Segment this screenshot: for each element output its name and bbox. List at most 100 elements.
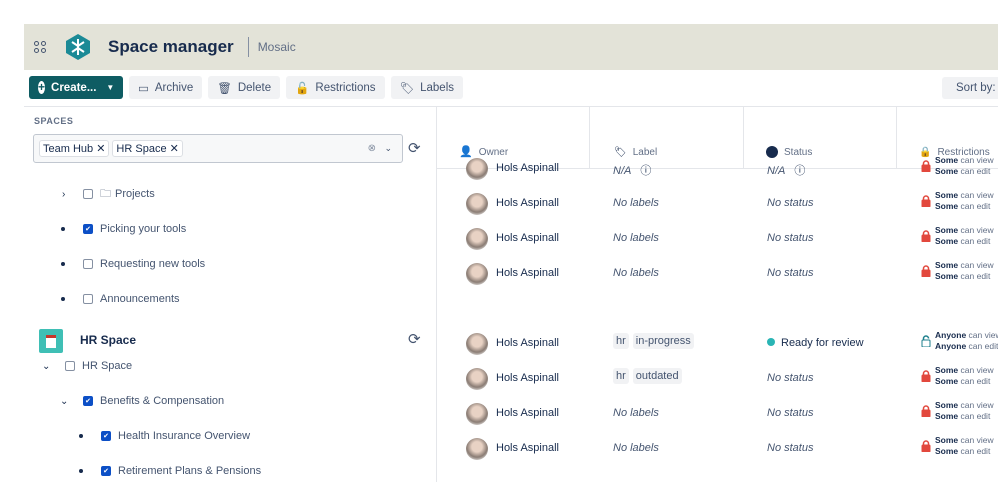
status-text: No status [767, 267, 814, 279]
label-tag[interactable]: hr [613, 368, 629, 384]
checkbox[interactable] [83, 259, 93, 269]
status-icon [766, 146, 778, 158]
app-header: Space manager Mosaic [24, 24, 998, 70]
restrictions-button[interactable]: 🔓 Restrictions [286, 76, 385, 99]
label-tag[interactable]: hr [613, 333, 629, 349]
table-row[interactable]: Hols Aspinall No labels No status Some can … [437, 397, 998, 432]
archive-button[interactable]: ▭ Archive [129, 76, 203, 99]
tree-item[interactable]: ⌄ HR Space [42, 358, 132, 374]
view-restriction: Some can view [935, 365, 994, 375]
column-owner[interactable]: 👤 Owner [437, 107, 590, 169]
labels-button[interactable]: 🏷 Labels [390, 76, 463, 99]
table-row[interactable]: Hols Aspinall hr in-progress Ready for revi… [437, 327, 998, 362]
label-cell: N/A ⓘ [613, 162, 651, 178]
table-row[interactable]: Hols Aspinall No labels No status Some can … [437, 222, 998, 257]
close-icon[interactable]: ✕ [96, 143, 106, 155]
lock-icon [921, 370, 931, 382]
status-cell: No status [767, 372, 813, 384]
restrictions-cell[interactable]: Some can view Some can edit [921, 400, 994, 422]
checkbox[interactable]: ✔ [83, 224, 93, 234]
avatar [466, 368, 488, 390]
info-icon[interactable]: ⓘ [791, 165, 806, 177]
status-text: No status [767, 372, 814, 384]
refresh-icon[interactable]: ⟳ [408, 331, 421, 348]
tree-item[interactable]: Announcements [61, 291, 180, 307]
status-cell: No status [767, 267, 813, 279]
tree-item[interactable]: ⌄ ✔ Benefits & Compensation [60, 393, 225, 409]
tree-item[interactable]: › 🗀 Projects [62, 186, 155, 202]
label-tag[interactable]: in-progress [632, 333, 694, 349]
restrictions-cell[interactable]: Some can view Some can edit [921, 225, 994, 247]
lock-icon [921, 265, 931, 277]
tree-item[interactable]: ✔ Health Insurance Overview [79, 428, 250, 444]
checkbox[interactable] [65, 361, 75, 371]
chip-label: HR Space [116, 143, 167, 155]
mosaic-logo [66, 34, 90, 60]
table-row[interactable]: Hols Aspinall No labels No status Some can … [437, 257, 998, 292]
column-restrictions[interactable]: 🔒 Restrictions [897, 107, 998, 169]
tree-item-label: Requesting new tools [100, 258, 206, 270]
restrictions-cell[interactable]: Some can view Some can edit [921, 365, 994, 387]
restrictions-cell[interactable]: Some can view Some can edit [921, 260, 994, 282]
status-text: N/A [767, 165, 786, 177]
label-cell: No labels [613, 232, 659, 244]
space-chip[interactable]: Team Hub ✕ [39, 140, 110, 157]
person-icon: 👤 [459, 146, 473, 158]
tree-item[interactable]: ✔ Picking your tools [61, 221, 187, 237]
create-button[interactable]: + Create... ▼ [29, 76, 123, 99]
chevron-right-icon[interactable]: › [62, 188, 66, 200]
spaces-select[interactable]: Team Hub ✕ HR Space ✕ ⊗ ⌄ [33, 134, 403, 163]
tree-item-label: Retirement Plans & Pensions [118, 465, 262, 477]
edit-restriction: Some can edit [935, 411, 991, 421]
delete-button[interactable]: 🗑 Delete [208, 76, 281, 99]
lock-icon [921, 230, 931, 242]
restrictions-cell[interactable]: Some can view Some can edit [921, 190, 994, 212]
table-row[interactable]: Hols Aspinall No labels No status Some can … [437, 187, 998, 222]
column-label: Status [784, 147, 813, 158]
close-icon[interactable]: ✕ [169, 143, 179, 155]
chevron-down-icon[interactable]: ⌄ [384, 143, 392, 153]
app-subtitle: Mosaic [257, 40, 296, 54]
delete-label: Delete [237, 81, 272, 94]
avatar [466, 193, 488, 215]
unlock-icon [921, 335, 931, 347]
checkbox[interactable] [83, 189, 93, 199]
chevron-down-icon[interactable]: ⌄ [60, 395, 69, 407]
space-avatar [39, 329, 63, 353]
column-label[interactable]: 🏷 Label [590, 107, 744, 169]
app-switcher-icon[interactable] [34, 41, 46, 53]
view-restriction: Some can view [935, 155, 994, 165]
chevron-down-icon[interactable]: ⌄ [42, 360, 51, 372]
labels-label: Labels [420, 81, 454, 94]
status-cell: N/A ⓘ [767, 162, 805, 178]
table-row[interactable]: Hols Aspinall No labels No status Some can … [437, 432, 998, 467]
label-text: No labels [613, 232, 659, 244]
table-row[interactable]: Hols Aspinall hr outdated No status Some can… [437, 362, 998, 397]
checkbox[interactable]: ✔ [83, 396, 93, 406]
owner-name: Hols Aspinall [496, 337, 559, 349]
tree-item-label: Picking your tools [100, 223, 187, 235]
avatar [466, 263, 488, 285]
column-status[interactable]: Status [744, 107, 897, 169]
clear-icon[interactable]: ⊗ [367, 143, 376, 154]
refresh-icon[interactable]: ⟳ [408, 140, 421, 157]
sort-dropdown[interactable]: Sort by: Name [942, 77, 998, 99]
checkbox[interactable] [83, 294, 93, 304]
tree-item-label: Benefits & Compensation [100, 395, 225, 407]
space-title: HR Space [80, 333, 137, 347]
table-row[interactable]: Hols Aspinall N/A ⓘ N/A ⓘ Some can view Some… [437, 152, 998, 187]
restrictions-cell[interactable]: Some can view Some can edit [921, 155, 994, 177]
label-tag[interactable]: outdated [632, 368, 682, 384]
checkbox[interactable]: ✔ [101, 431, 111, 441]
tree-item[interactable]: ✔ Retirement Plans & Pensions [79, 463, 262, 479]
avatar [466, 333, 488, 355]
space-chip[interactable]: HR Space ✕ [112, 140, 183, 157]
checkbox[interactable]: ✔ [101, 466, 111, 476]
tree-item[interactable]: Requesting new tools [61, 256, 206, 272]
status-cell: Ready for review [767, 337, 864, 349]
info-icon[interactable]: ⓘ [637, 165, 652, 177]
restrictions-cell[interactable]: Some can view Some can edit [921, 435, 994, 457]
tree-item-label: Announcements [100, 293, 180, 305]
edit-restriction: Some can edit [935, 376, 991, 386]
